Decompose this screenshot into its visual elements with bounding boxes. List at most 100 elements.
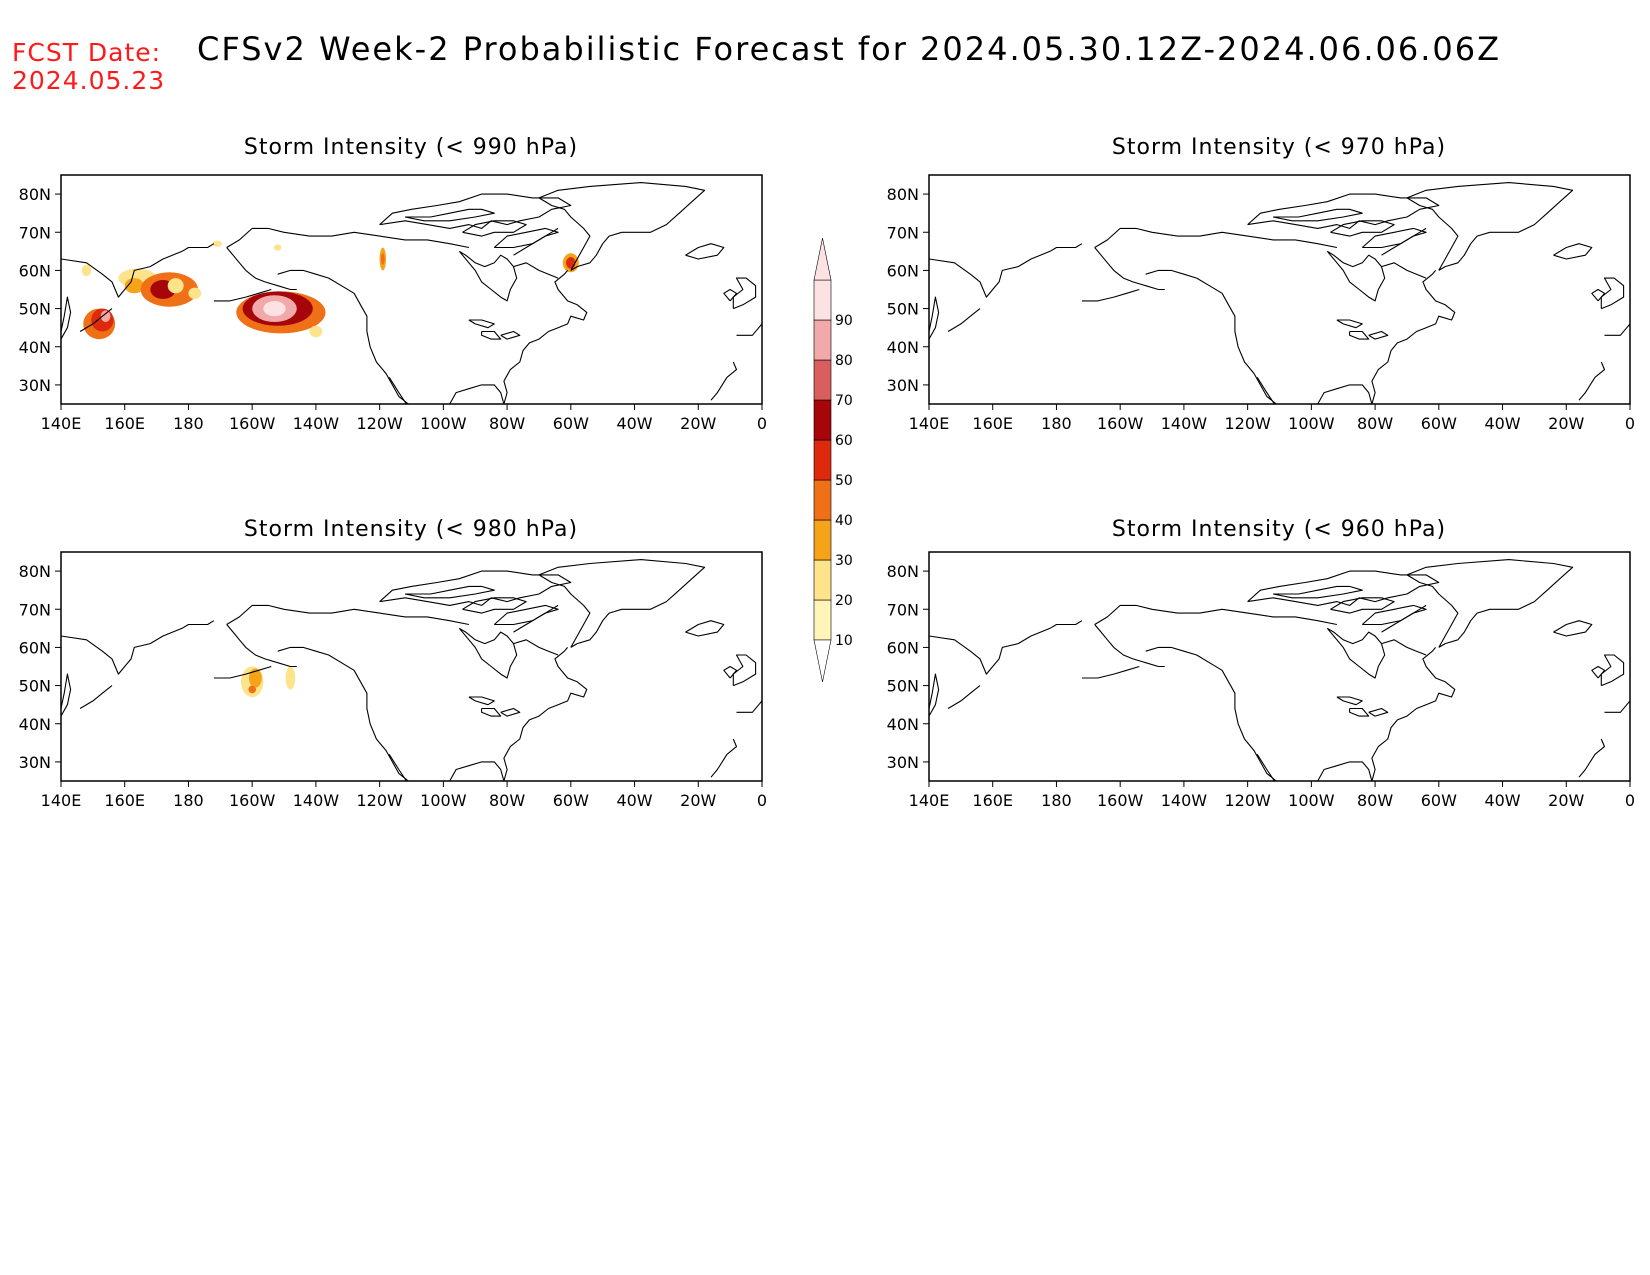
coastline-segment <box>947 308 981 332</box>
probability-region <box>566 257 576 269</box>
lon-tick-label: 0 <box>1625 791 1635 810</box>
forecast-date-value: 2024.05.23 <box>12 66 166 95</box>
coastline-segment <box>736 323 762 336</box>
probability-region <box>124 278 144 294</box>
lat-tick-label: 40N <box>19 715 51 734</box>
lon-tick-label: 100W <box>1288 414 1335 433</box>
lon-tick-label: 140W <box>1161 791 1208 810</box>
main-title: CFSv2 Week-2 Probabilistic Forecast for … <box>197 30 1502 68</box>
lat-tick-label: 80N <box>887 185 919 204</box>
coastline-segment <box>1094 624 1165 668</box>
coastline-segment <box>710 361 738 401</box>
lat-tick-label: 40N <box>887 338 919 357</box>
coastline-segment <box>1094 247 1165 291</box>
coastline-segment <box>1578 738 1606 778</box>
coastline-segment <box>1247 570 1440 606</box>
map-frame <box>60 174 763 405</box>
coastline-segment <box>1578 361 1606 401</box>
coastline-segment <box>500 330 521 340</box>
coastline-segment <box>1406 182 1574 271</box>
colorbar-tick-label: 10 <box>835 633 853 649</box>
probability-region <box>188 287 202 299</box>
coastline-segment <box>1247 193 1440 229</box>
probability-field <box>81 240 579 340</box>
probability-region <box>380 253 385 265</box>
lat-tick-label: 50N <box>887 300 919 319</box>
coastline-segment <box>1349 707 1370 717</box>
coastline-segment <box>493 604 559 626</box>
axis-ticks: 80N 70N 60N 50N 40N 30N 140E 160E 180 160W 140W 120… <box>19 562 767 810</box>
map-background <box>929 175 1630 404</box>
probability-region <box>100 310 111 322</box>
coastline-segment <box>1336 319 1363 329</box>
lon-tick-label: 180 <box>173 791 204 810</box>
coastline-segment <box>685 243 725 260</box>
lat-tick-label: 60N <box>887 638 919 657</box>
lon-tick-label: 160E <box>972 414 1013 433</box>
coastline-segment <box>1600 654 1625 687</box>
lat-tick-label: 60N <box>19 261 51 280</box>
lon-tick-label: 80W <box>489 791 525 810</box>
probability-region <box>263 301 286 317</box>
lon-tick-label: 20W <box>1548 414 1584 433</box>
lat-tick-label: 70N <box>19 600 51 619</box>
coastline-segment <box>1591 665 1606 679</box>
coastline-segment <box>1361 604 1427 626</box>
probability-region <box>212 240 222 247</box>
coastline-segment <box>1381 262 1427 279</box>
coastline-segment <box>513 604 559 633</box>
colorbar-tick-label: 30 <box>835 553 853 569</box>
coastline-segment <box>481 330 502 340</box>
lon-tick-label: 120W <box>356 414 403 433</box>
coastline-segment <box>929 620 1083 675</box>
coastline-segment <box>468 319 495 329</box>
map-frame <box>60 551 763 782</box>
lon-tick-label: 0 <box>757 791 767 810</box>
coastline-segment <box>1553 620 1593 637</box>
coastline-segment <box>1371 647 1456 781</box>
coastline-segment <box>1553 243 1593 260</box>
coastline-segment <box>226 624 297 668</box>
panel-title-990: Storm Intensity (< 990 hPa) <box>244 135 578 160</box>
coastline-segment <box>929 296 940 340</box>
coastline-segment <box>1081 288 1140 302</box>
coastline-segment <box>947 685 981 709</box>
coastline-segment <box>538 182 706 271</box>
coastline-segment <box>1381 604 1427 633</box>
probability-region <box>167 278 184 294</box>
panel-title-980: Storm Intensity (< 980 hPa) <box>244 517 578 542</box>
coastline-segment <box>1604 700 1630 713</box>
coastline-segment <box>1600 277 1625 310</box>
coastline-segment <box>1361 227 1427 249</box>
coastline <box>929 182 1630 404</box>
colorbar-swatch <box>813 399 832 441</box>
coastline-segment <box>493 227 559 249</box>
coastline-segment <box>277 646 409 781</box>
coastline-segment <box>1330 220 1395 237</box>
lat-tick-label: 50N <box>19 300 51 319</box>
coastline-segment <box>685 620 725 637</box>
lon-tick-label: 120W <box>1224 791 1271 810</box>
colorbar: 10 20 30 40 50 60 70 80 90 <box>813 237 853 683</box>
lon-tick-label: 140W <box>293 791 340 810</box>
coastline-segment <box>61 673 72 717</box>
lon-tick-label: 40W <box>616 414 652 433</box>
coastline-segment <box>513 262 559 279</box>
lat-tick-label: 70N <box>19 223 51 242</box>
coastline-segment <box>929 243 1083 298</box>
colorbar-max-arrow <box>813 237 832 281</box>
colorbar-swatch <box>813 279 832 321</box>
lon-tick-label: 20W <box>680 791 716 810</box>
coastline-segment <box>723 665 738 679</box>
lon-tick-label: 160W <box>1097 414 1144 433</box>
colorbar-swatch <box>813 479 832 521</box>
coastline-segment <box>1317 761 1373 781</box>
coastline-segment <box>1081 665 1140 679</box>
coastline-segment <box>538 559 706 648</box>
lat-tick-label: 30N <box>19 753 51 772</box>
lat-tick-label: 80N <box>19 562 51 581</box>
lon-tick-label: 180 <box>1041 414 1072 433</box>
coastline-segment <box>379 570 572 606</box>
coastline-segment <box>79 685 113 709</box>
